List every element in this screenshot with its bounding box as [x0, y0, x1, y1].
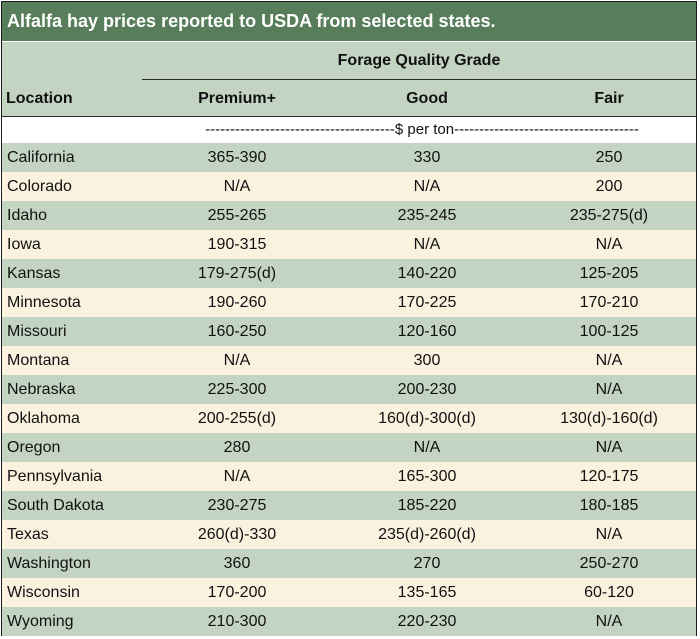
cell-good: 300	[413, 352, 441, 369]
cell-good: 185-220	[397, 497, 457, 514]
cell-premium: 260(d)-330	[197, 526, 277, 543]
cell-premium: 190-260	[207, 294, 267, 311]
cell-premium: 160-250	[207, 323, 267, 340]
table-row: Texas 260(d)-330 235(d)-260(d) N/A	[2, 520, 696, 549]
cell-location: Missouri	[7, 323, 67, 340]
cell-good: 170-225	[397, 294, 457, 311]
cell-location: South Dakota	[7, 497, 104, 514]
cell-location: Oklahoma	[7, 410, 80, 427]
cell-fair: 100-125	[579, 323, 639, 340]
cell-good: 235(d)-260(d)	[378, 526, 476, 543]
cell-good: 120-160	[397, 323, 457, 340]
cell-fair: 125-205	[579, 265, 639, 282]
table-body: California 365-390 330 250 Colorado N/A N/A 200…	[2, 143, 696, 636]
cell-good: 200-230	[397, 381, 457, 398]
cell-good: 140-220	[397, 265, 457, 282]
cell-location: Montana	[7, 352, 70, 369]
cell-good: N/A	[413, 178, 441, 195]
column-header-fair: Fair	[594, 90, 624, 107]
cell-fair: 60-120	[584, 584, 634, 601]
cell-premium: N/A	[223, 352, 251, 369]
cell-location: Kansas	[7, 265, 61, 282]
cell-premium: 179-275(d)	[197, 265, 277, 282]
cell-fair: 235-275(d)	[569, 207, 649, 224]
cell-fair: N/A	[595, 613, 623, 630]
cell-fair: 180-185	[579, 497, 639, 514]
cell-fair: N/A	[595, 381, 623, 398]
cell-premium: 360	[223, 555, 251, 572]
cell-location: Minnesota	[7, 294, 81, 311]
cell-premium: N/A	[223, 468, 251, 485]
cell-good: 330	[413, 149, 441, 166]
cell-good: N/A	[413, 236, 441, 253]
table-row: Minnesota 190-260 170-225 170-210	[2, 288, 696, 317]
cell-fair: 250-270	[579, 555, 639, 572]
cell-premium: 210-300	[207, 613, 267, 630]
units-row: --------------------------------------$ …	[2, 117, 696, 143]
table-row: Missouri 160-250 120-160 100-125	[2, 317, 696, 346]
header-bottom-rule	[2, 116, 696, 117]
table-row: Colorado N/A N/A 200	[2, 172, 696, 201]
cell-premium: 365-390	[207, 149, 267, 166]
cell-fair: N/A	[595, 439, 623, 456]
cell-premium: 230-275	[207, 497, 267, 514]
column-header-good: Good	[406, 90, 448, 107]
column-header-location: Location	[6, 90, 73, 107]
cell-good: 270	[413, 555, 441, 572]
table-row: Nebraska 225-300 200-230 N/A	[2, 375, 696, 404]
units-label: --------------------------------------$ …	[205, 121, 639, 138]
table-row: Washington 360 270 250-270	[2, 549, 696, 578]
header-divider	[142, 79, 696, 80]
cell-fair: N/A	[595, 236, 623, 253]
cell-good: 135-165	[397, 584, 457, 601]
cell-location: California	[7, 149, 75, 166]
cell-fair: 200	[595, 178, 623, 195]
cell-fair: N/A	[595, 526, 623, 543]
cell-good: 220-230	[397, 613, 457, 630]
table-title: Alfalfa hay prices reported to USDA from…	[2, 2, 696, 41]
cell-premium: 225-300	[207, 381, 267, 398]
cell-premium: 280	[223, 439, 251, 456]
cell-premium: 255-265	[207, 207, 267, 224]
cell-good: 165-300	[397, 468, 457, 485]
table-row: Wyoming 210-300 220-230 N/A	[2, 607, 696, 636]
cell-fair: 250	[595, 149, 623, 166]
cell-location: Iowa	[7, 236, 41, 253]
cell-good: 160(d)-300(d)	[378, 410, 476, 427]
cell-location: Nebraska	[7, 381, 76, 398]
table-row: Montana N/A 300 N/A	[2, 346, 696, 375]
cell-premium: 170-200	[207, 584, 267, 601]
cell-location: Idaho	[7, 207, 48, 224]
cell-premium: N/A	[223, 178, 251, 195]
table-row: Oregon 280 N/A N/A	[2, 433, 696, 462]
cell-location: Pennsylvania	[7, 468, 103, 485]
cell-premium: 190-315	[207, 236, 267, 253]
table-row: Kansas 179-275(d) 140-220 125-205	[2, 259, 696, 288]
table-row: Iowa 190-315 N/A N/A	[2, 230, 696, 259]
cell-location: Washington	[7, 555, 91, 572]
cell-location: Wyoming	[7, 613, 74, 630]
column-header-premium: Premium+	[198, 90, 276, 107]
cell-good: 235-245	[397, 207, 457, 224]
table-row: Oklahoma 200-255(d) 160(d)-300(d) 130(d)-16…	[2, 404, 696, 433]
cell-location: Wisconsin	[7, 584, 80, 601]
table-row: Pennsylvania N/A 165-300 120-175	[2, 462, 696, 491]
cell-fair: 130(d)-160(d)	[560, 410, 658, 427]
forage-quality-grade-header: Forage Quality Grade	[337, 52, 501, 69]
cell-premium: 200-255(d)	[197, 410, 277, 427]
table-row: Wisconsin 170-200 135-165 60-120	[2, 578, 696, 607]
table-header: Forage Quality Grade Location Premium+ G…	[2, 42, 696, 117]
cell-location: Texas	[7, 526, 49, 543]
table-row: South Dakota 230-275 185-220 180-185	[2, 491, 696, 520]
cell-fair: 120-175	[579, 468, 639, 485]
table-row: Idaho 255-265 235-245 235-275(d)	[2, 201, 696, 230]
cell-location: Colorado	[7, 178, 72, 195]
cell-location: Oregon	[7, 439, 61, 456]
cell-fair: 170-210	[579, 294, 639, 311]
table-row: California 365-390 330 250	[2, 143, 696, 172]
cell-fair: N/A	[595, 352, 623, 369]
cell-good: N/A	[413, 439, 441, 456]
